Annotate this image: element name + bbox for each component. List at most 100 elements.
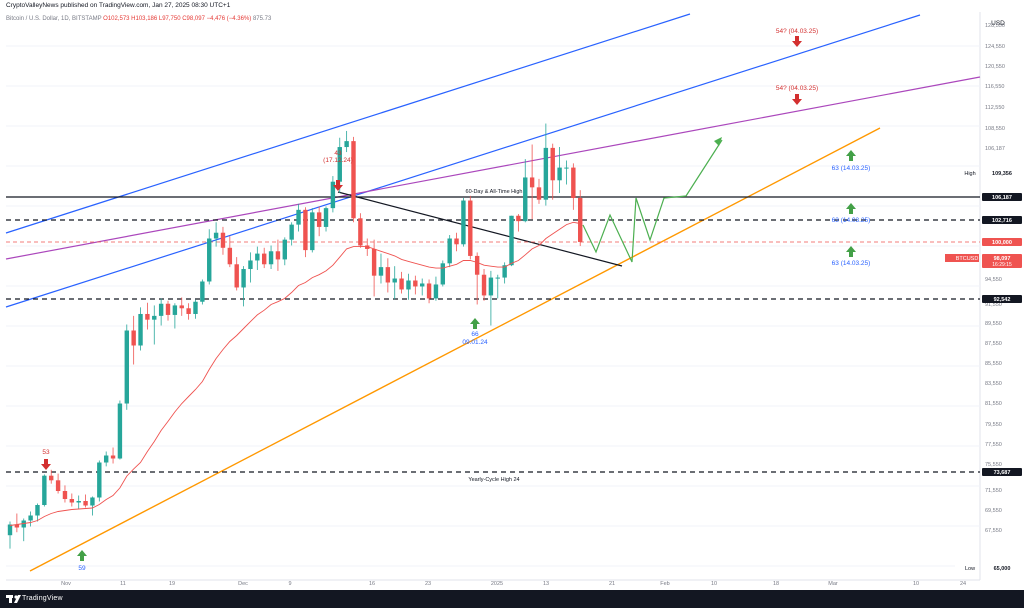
x-tick-label: 13: [543, 581, 549, 587]
candle-body: [440, 263, 446, 285]
candle-body: [323, 208, 329, 227]
y-tick-label: 83,550: [985, 381, 1002, 387]
candle-body: [509, 215, 514, 266]
candle-body: [433, 284, 439, 299]
price-tags: 109,356 High 106,187 102,716 100,000 98,09716…: [945, 169, 1022, 572]
projected-path: [582, 139, 723, 263]
arrow-up-icon: [470, 318, 480, 329]
candle-body: [241, 269, 246, 288]
candle-body: [28, 515, 33, 521]
candle-body: [110, 455, 116, 459]
candle-body: [289, 224, 294, 240]
footer-bar: TradingView: [0, 590, 1024, 608]
candle-body: [213, 232, 219, 239]
annotation-label: 43: [334, 150, 342, 157]
y-tick-label: 120,550: [985, 64, 1005, 70]
y-tick-label: 79,550: [985, 422, 1002, 428]
x-tick-label: 18: [773, 581, 779, 587]
price-tag-box: [982, 468, 1022, 476]
brand-name[interactable]: TradingView: [22, 595, 63, 602]
y-tick-label: 85,550: [985, 361, 1002, 367]
ohlc-values: O102,573 H103,186 L97,750 C98,097 −4,476…: [103, 16, 252, 22]
candle-body: [21, 520, 26, 528]
candle-body: [413, 280, 418, 287]
purple-trendline: [5, 76, 981, 260]
arrow-up-icon: [846, 150, 856, 161]
currency-label: USD: [991, 20, 1005, 27]
price-tag-value: 102,716: [992, 218, 1012, 224]
y-tick-label: 75,550: [985, 462, 1002, 468]
x-tick-label: 24: [960, 581, 966, 587]
candle-body: [248, 260, 253, 270]
price-tag-name-box: [955, 169, 979, 177]
candle-body: [543, 147, 549, 200]
x-tick-label: 21: [609, 581, 615, 587]
ema-line: [9, 221, 581, 526]
y-tick-label: 108,550: [985, 126, 1005, 132]
candle-body: [564, 167, 569, 169]
candle-body: [14, 524, 20, 528]
candle-body: [165, 303, 171, 315]
price-tag-box: [982, 564, 1022, 572]
x-tick-label: Feb: [660, 581, 669, 587]
price-chart[interactable]: USD 60-Day & All-Time High Yearly-Cycle H…: [0, 0, 1024, 590]
y-tick-label: 116,550: [985, 84, 1004, 90]
symbol-name[interactable]: Bitcoin / U.S. Dollar, 1D, BITSTAMP: [6, 16, 102, 22]
candle-body: [138, 313, 143, 346]
level-label: 60-Day & All-Time High: [466, 189, 523, 195]
projection-path: [582, 137, 723, 263]
arrow-up-icon: [77, 550, 87, 561]
black-descending-trendline: [337, 191, 623, 267]
candle-body: [358, 218, 363, 246]
y-tick-label: 124,550: [985, 44, 1005, 50]
candle-body: [97, 462, 102, 498]
candle-body: [275, 251, 281, 260]
level-label: Yearly-Cycle High 24: [468, 477, 519, 483]
candle-body: [468, 200, 473, 256]
candle-body: [571, 167, 576, 198]
y-tick-label: 69,550: [985, 508, 1002, 514]
y-tick-label: 77,550: [985, 442, 1002, 448]
y-tick-label: 89,550: [985, 321, 1002, 327]
price-tag-box: [982, 193, 1022, 201]
annotation-label: 63 (14.03.25): [832, 260, 871, 267]
y-tick-label: 128,550: [985, 23, 1005, 29]
candle-body: [207, 238, 212, 282]
price-tag-value: 65,000: [994, 566, 1011, 572]
candle-body: [337, 147, 342, 182]
y-tick-label: 71,550: [985, 488, 1002, 494]
candle-body: [103, 455, 109, 463]
x-tick-label: Dec: [238, 581, 248, 587]
candle-body: [227, 247, 233, 265]
projection-arrowhead: [714, 137, 722, 146]
candle-body: [90, 497, 95, 506]
y-tick-label: 67,550: [985, 528, 1002, 534]
y-tick-label: 81,550: [985, 401, 1002, 407]
annotation-label: 54? (04.03.25): [776, 28, 818, 35]
candle-body: [49, 475, 54, 481]
candle-body: [399, 278, 404, 290]
candle-body: [426, 283, 432, 299]
price-tag-box: [982, 295, 1022, 303]
x-tick-label: 19: [169, 581, 175, 587]
candle-body: [131, 330, 136, 346]
candle-body: [351, 141, 356, 219]
candle-body: [365, 245, 370, 249]
candle-body: [200, 281, 205, 302]
orange-support-line: [29, 127, 881, 572]
price-tag-value: 98,097: [994, 256, 1011, 262]
price-tag-name: BTCUSD: [956, 256, 979, 262]
candle-body: [268, 251, 274, 265]
candle-body: [117, 403, 123, 459]
candle-body: [385, 267, 391, 283]
candle-body: [7, 524, 13, 536]
volume-value: 875.73: [252, 16, 272, 22]
candle-body: [578, 197, 583, 242]
candle-body: [392, 278, 397, 283]
price-grid: [6, 45, 980, 567]
candle-body: [296, 209, 301, 225]
price-tag-value: 109,356: [992, 171, 1012, 177]
price-tag-box: [982, 169, 1022, 177]
annotation-label: 63 (14.03.25): [832, 217, 871, 224]
candle-body: [316, 212, 322, 227]
